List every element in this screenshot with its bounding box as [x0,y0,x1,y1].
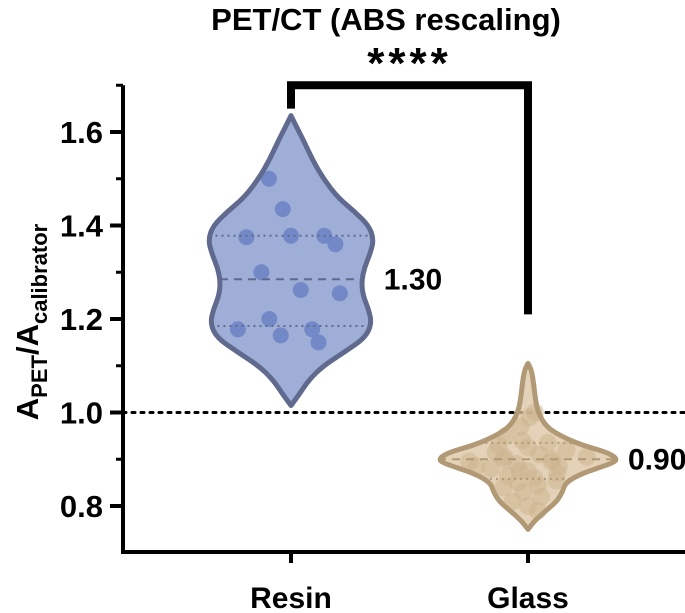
x-tick-label-glass: Glass [487,582,569,613]
data-point-glass [557,440,576,459]
median-label-resin: 1.30 [384,263,442,296]
y-axis-label-main: A [10,398,45,420]
violin-resin [209,115,373,406]
data-point-resin [310,334,327,351]
plot-area: 1.30 Resin 0.90 Glass **** 0.8 1.0 1.2 1.4 1.6 [60,39,685,613]
data-point-glass [531,487,550,506]
data-point-resin [283,227,299,244]
data-point-resin [229,321,246,338]
significance-bracket [287,81,532,315]
significance-stars: **** [367,39,452,88]
data-point-glass [577,447,596,466]
y-tick-label: 1.6 [60,115,103,150]
data-point-resin [253,264,270,281]
y-axis-label: APET/Acalibrator [10,223,52,420]
y-axis-label-sep: /A [10,324,45,355]
median-label-glass: 0.90 [628,443,685,476]
y-axis-label-sub1: PET [27,354,52,397]
data-point-resin [238,229,255,246]
data-point-resin [261,311,278,327]
violin-outline-glass [437,360,619,532]
y-tick-label: 1.4 [60,209,104,244]
data-point-glass [494,478,513,497]
data-point-resin [272,327,289,344]
violin-outline-resin [206,113,376,408]
data-point-resin [260,170,277,187]
data-point-resin [331,285,348,302]
y-axis-label-sub2: calibrator [27,223,52,324]
data-point-resin [274,201,291,218]
y-tick-label: 0.8 [60,489,103,524]
y-tick-label: 1.2 [60,302,103,337]
data-point-glass [495,447,514,466]
chart-title: PET/CT (ABS rescaling) [211,2,561,37]
data-point-glass [510,461,529,480]
data-point-glass [481,459,500,478]
x-tick-label-resin: Resin [250,582,332,613]
y-tick-label: 1.0 [60,396,103,431]
data-point-glass [547,471,566,490]
svg-text:APET/Acalibrator: APET/Acalibrator [10,223,52,420]
data-point-resin [292,282,309,299]
data-point-glass [542,452,561,471]
data-point-resin [327,236,344,253]
